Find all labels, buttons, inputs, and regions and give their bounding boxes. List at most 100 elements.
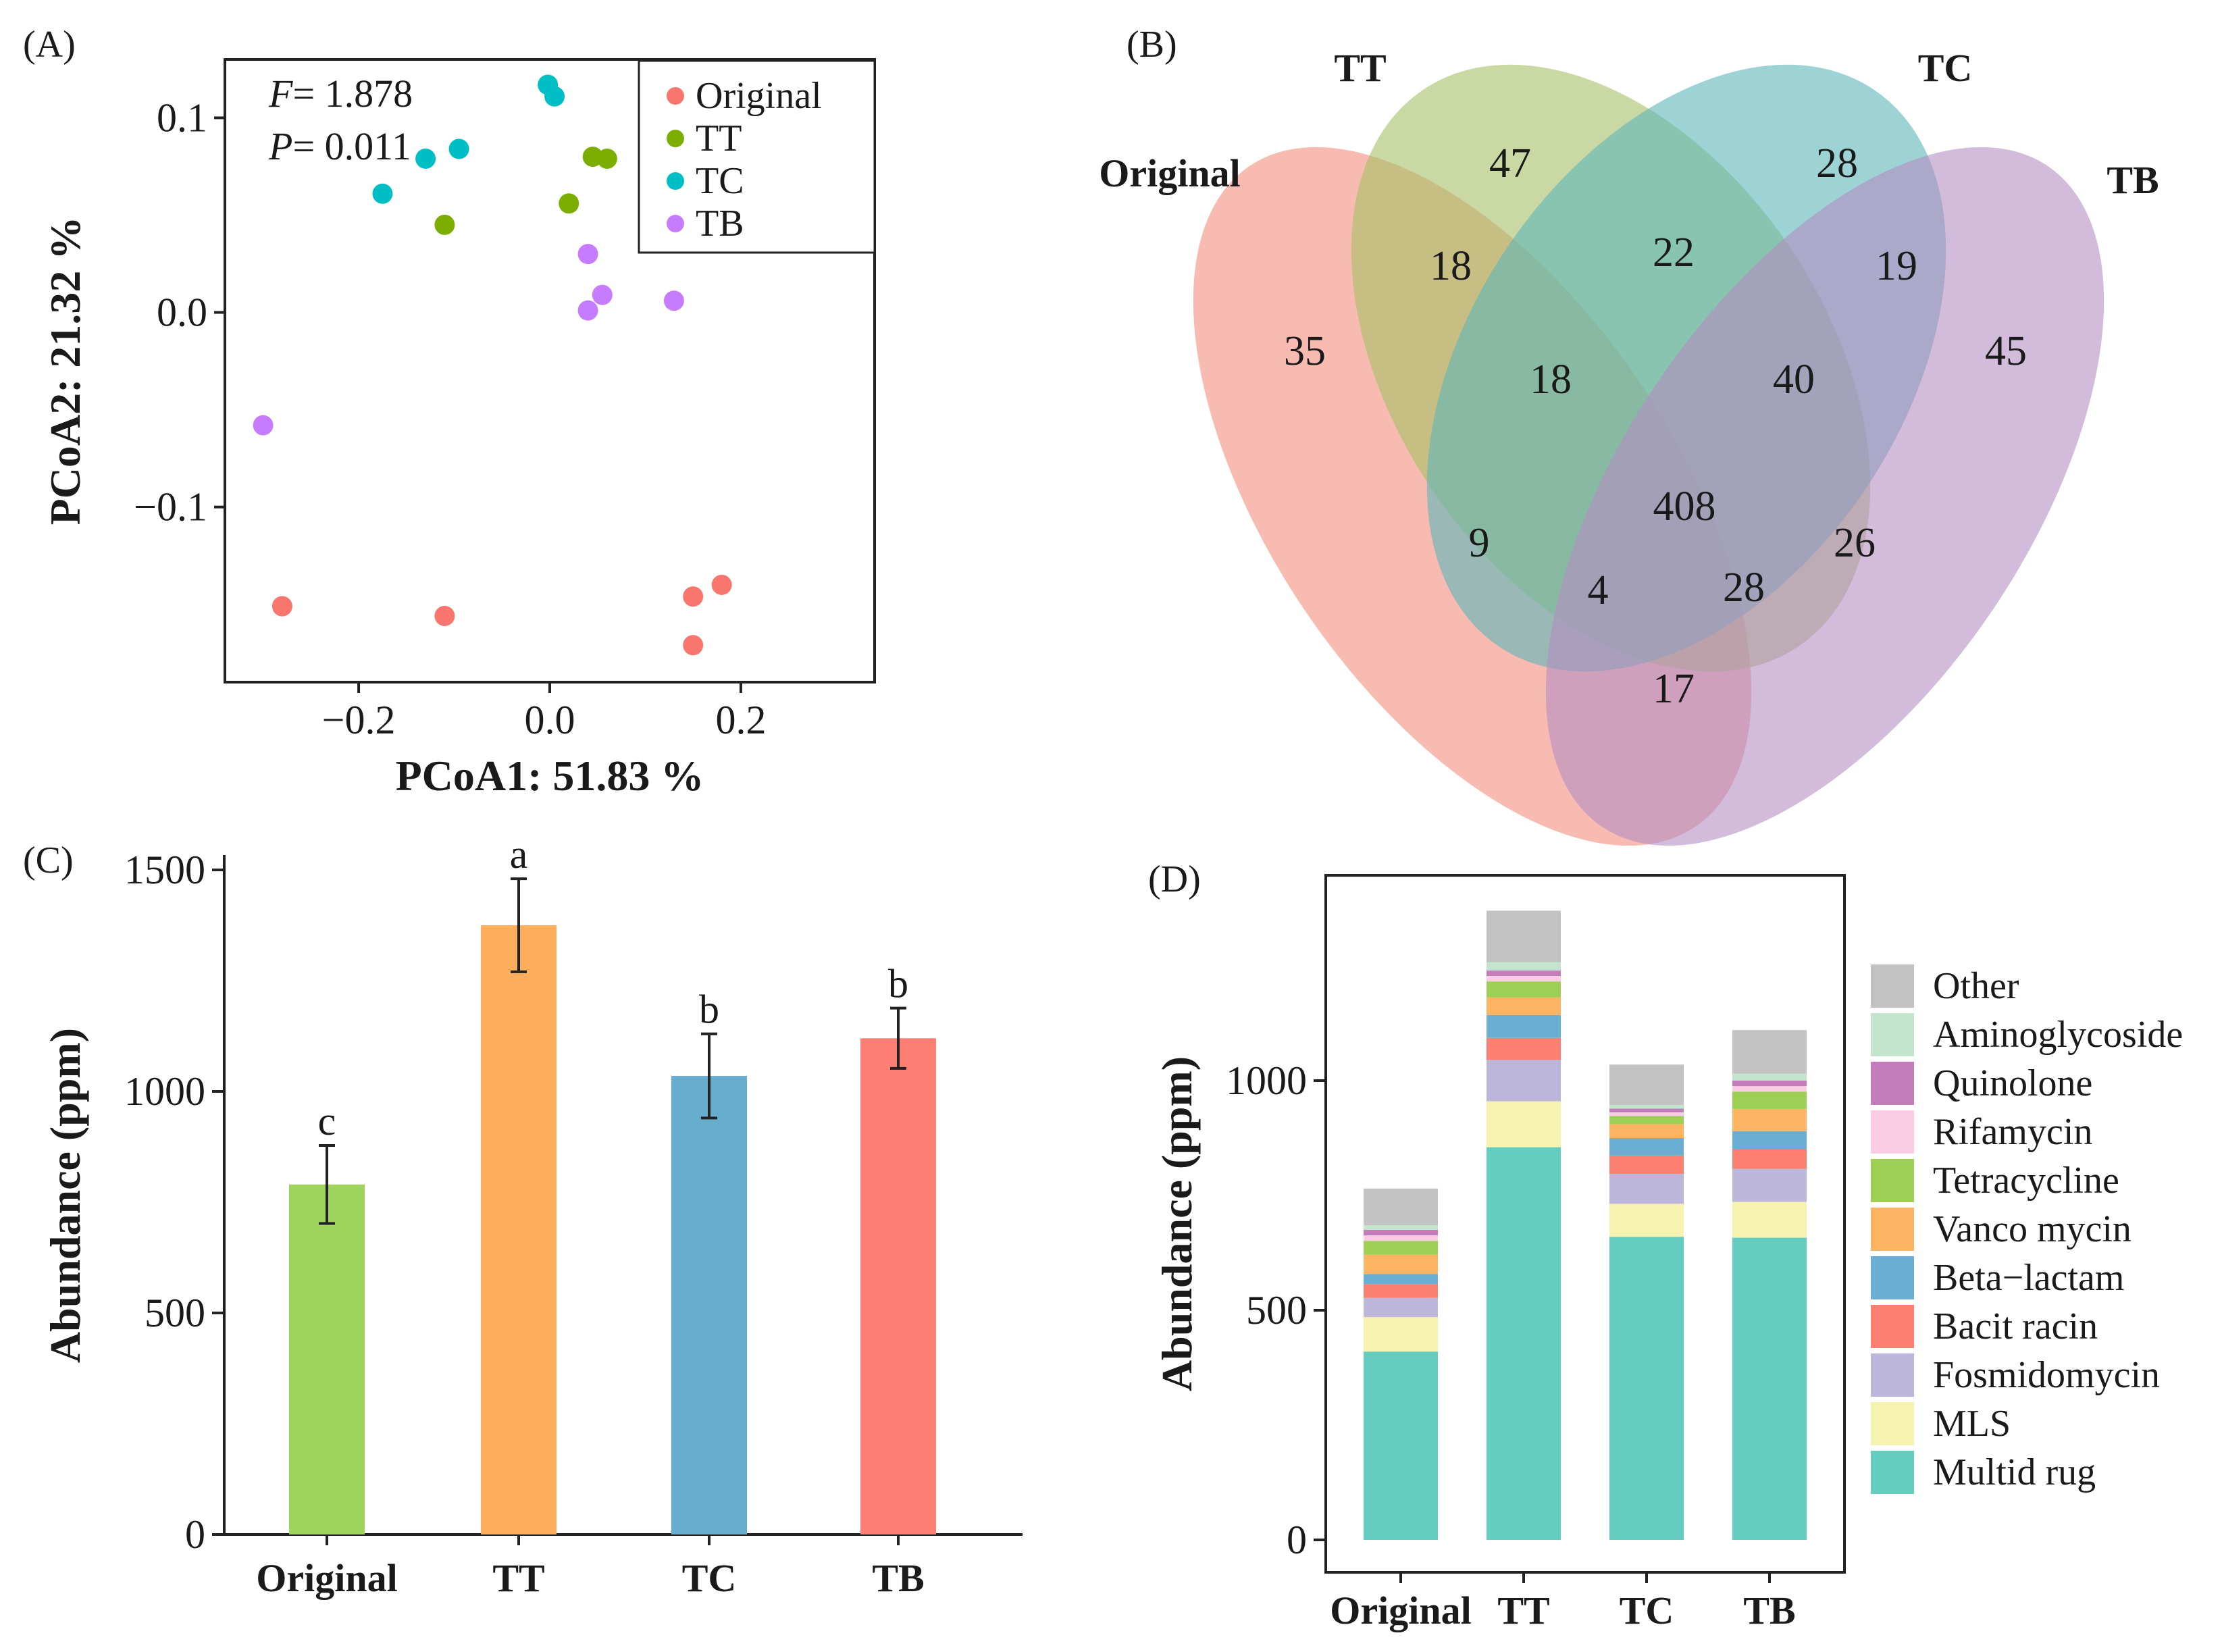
- pcoa-legend-label-tb: TB: [696, 203, 744, 244]
- stacked-segment-other: [1364, 1188, 1438, 1226]
- pcoa-legend-label-original: Original: [696, 75, 822, 117]
- abundance-bar-panel: 0 500 1000 1500 c Original a TT b TC b TB Abundanc…: [41, 832, 1023, 1600]
- venn-count-original-tt-tc: 18: [1530, 357, 1572, 403]
- stacked-legend-label-multid-rug: Multid rug: [1933, 1451, 2096, 1493]
- bar-c-y-tick-label: 1500: [124, 848, 205, 892]
- bar-c-significance-original: c: [318, 1099, 336, 1143]
- pcoa-point-tt: [596, 148, 617, 169]
- stacked-segment-aminoglycoside: [1609, 1105, 1684, 1109]
- pcoa-legend-label-tt: TT: [696, 118, 742, 159]
- stacked-y-tick-label: 500: [1246, 1288, 1307, 1333]
- stacked-legend-label-mls: MLS: [1933, 1403, 2011, 1445]
- stacked-segment-multid-rug: [1364, 1351, 1438, 1540]
- pcoa-x-axis-label: PCoA1: 51.83 %: [396, 752, 704, 800]
- venn-count-original-tb: 17: [1653, 666, 1695, 712]
- stacked-segment-quinolone: [1609, 1108, 1684, 1112]
- bar-c-y-tick-label: 500: [145, 1291, 205, 1335]
- stacked-segment-quinolone: [1732, 1081, 1807, 1087]
- stacked-segment-aminoglycoside: [1732, 1073, 1807, 1081]
- stacked-segment-mls: [1364, 1317, 1438, 1352]
- stacked-segment-beta-lactam: [1609, 1138, 1684, 1156]
- bar-c-x-label-tc: TC: [682, 1556, 737, 1600]
- stacked-segment-rifamycin: [1732, 1086, 1807, 1092]
- stacked-legend-swatch-multid-rug: [1871, 1451, 1914, 1494]
- pcoa-point-tt: [434, 214, 455, 235]
- stacked-segment-vanco-mycin: [1609, 1124, 1684, 1138]
- stacked-segment-bacit-racin: [1609, 1155, 1684, 1175]
- pcoa-legend-label-tc: TC: [696, 160, 744, 202]
- stacked-segment-bacit-racin: [1364, 1284, 1438, 1298]
- stacked-legend-label-bacit-racin: Bacit racin: [1933, 1306, 2098, 1347]
- venn-count-original-tt: 18: [1430, 243, 1472, 289]
- stacked-x-label-tc: TC: [1620, 1589, 1674, 1632]
- pcoa-point-tc: [544, 86, 565, 107]
- bar-c-tt: [481, 925, 557, 1534]
- stacked-segment-beta-lactam: [1732, 1131, 1807, 1150]
- pcoa-point-tb: [577, 244, 598, 265]
- pcoa-point-tc: [448, 138, 469, 159]
- stacked-abundance-panel: 0 500 1000 Original TT TC TB Other Aminoglycosi…: [1153, 874, 2183, 1632]
- stacked-segment-beta-lactam: [1487, 1014, 1561, 1038]
- venn-count-all-four: 408: [1653, 484, 1716, 530]
- stacked-legend-label-aminoglycoside: Aminoglycoside: [1933, 1014, 2183, 1056]
- venn-set-tb: [1545, 147, 2104, 846]
- pcoa-y-tick-label: −0.1: [134, 485, 207, 530]
- stacked-segment-bacit-racin: [1732, 1150, 1807, 1169]
- pcoa-legend-marker-original: [667, 87, 684, 105]
- venn-count-tc-only: 28: [1816, 140, 1858, 186]
- stacked-legend-label-tetracycline: Tetracycline: [1933, 1160, 2119, 1202]
- stacked-x-label-tt: TT: [1497, 1589, 1549, 1632]
- stacked-segment-rifamycin: [1364, 1235, 1438, 1241]
- stacked-x-label-tb: TB: [1743, 1589, 1795, 1632]
- pcoa-point-tt: [559, 193, 579, 214]
- stacked-segment-mls: [1609, 1204, 1684, 1237]
- venn-count-tb-only: 45: [1985, 328, 2027, 374]
- stacked-legend-swatch-quinolone: [1871, 1062, 1914, 1105]
- stacked-legend-label-fosmidomycin: Fosmidomycin: [1933, 1354, 2160, 1396]
- stacked-segment-other: [1732, 1030, 1807, 1074]
- stacked-legend-label-beta-lactam: Beta−lactam: [1933, 1257, 2124, 1299]
- panel-label-d: (D): [1148, 858, 1201, 900]
- bar-c-tc: [671, 1076, 747, 1534]
- stacked-segment-vanco-mycin: [1487, 997, 1561, 1015]
- venn-diagram-panel: Original TT TC TB 35 47 28 45 18 22 19 1…: [1099, 46, 2159, 846]
- venn-count-original-only: 35: [1284, 328, 1326, 374]
- stacked-legend-swatch-fosmidomycin: [1871, 1353, 1914, 1397]
- stacked-segment-vanco-mycin: [1732, 1109, 1807, 1131]
- pcoa-scatter-panel: −0.2 0.0 0.2 −0.1 0.0 0.1 F= 1.878 P= 0.011 O…: [41, 58, 876, 800]
- stacked-segment-fosmidomycin: [1609, 1174, 1684, 1204]
- venn-count-original-tc: 9: [1469, 520, 1490, 566]
- pcoa-legend-marker-tt: [667, 130, 684, 147]
- stacked-segment-bacit-racin: [1487, 1037, 1561, 1060]
- pcoa-x-tick-label: 0.2: [715, 698, 766, 742]
- stacked-segment-multid-rug: [1487, 1147, 1561, 1540]
- venn-set-label-tb: TB: [2107, 158, 2159, 202]
- pcoa-x-tick-label: −0.2: [322, 698, 396, 742]
- venn-set-label-tt: TT: [1334, 46, 1386, 90]
- stacked-segment-tetracycline: [1609, 1116, 1684, 1125]
- stacked-segment-multid-rug: [1732, 1237, 1807, 1540]
- bar-c-x-label-tt: TT: [492, 1556, 544, 1600]
- pcoa-x-tick-label: 0.0: [525, 698, 575, 742]
- stacked-legend-swatch-mls: [1871, 1402, 1914, 1445]
- stacked-segment-fosmidomycin: [1364, 1297, 1438, 1318]
- pcoa-y-tick-label: 0.0: [157, 290, 207, 335]
- panel-label-c: (C): [23, 840, 74, 881]
- stacked-legend-swatch-aminoglycoside: [1871, 1013, 1914, 1056]
- stacked-segment-rifamycin: [1487, 975, 1561, 982]
- pcoa-point-tb: [253, 415, 274, 436]
- pcoa-legend-marker-tc: [667, 172, 684, 190]
- venn-count-tt-tb: 26: [1834, 520, 1876, 566]
- pcoa-point-tb: [592, 284, 613, 305]
- stacked-segment-fosmidomycin: [1487, 1060, 1561, 1102]
- stacked-legend-label-other: Other: [1933, 965, 2019, 1007]
- stacked-segment-beta-lactam: [1364, 1274, 1438, 1285]
- stacked-segment-multid-rug: [1609, 1237, 1684, 1540]
- venn-count-tt-tc-tb: 40: [1773, 357, 1815, 403]
- stacked-segment-mls: [1487, 1101, 1561, 1147]
- stacked-legend-swatch-bacit-racin: [1871, 1305, 1914, 1348]
- stacked-plot-frame: [1324, 874, 1846, 1574]
- pcoa-point-tb: [577, 300, 598, 321]
- panel-label-a: (A): [23, 24, 76, 66]
